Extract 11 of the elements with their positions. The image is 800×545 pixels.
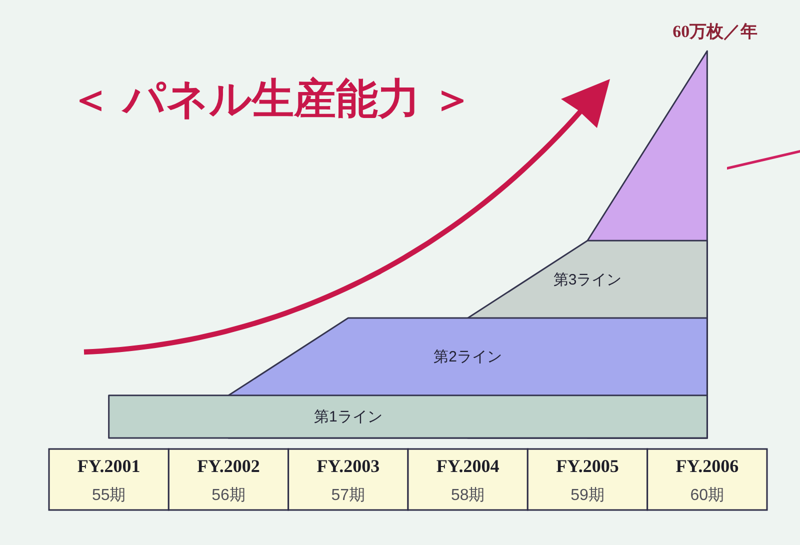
category-label: FY.2002 56期 [197,456,260,504]
text: ＜ パネル生産能力 ＞ [69,75,474,122]
category-label: FY.2001 55期 [77,456,140,504]
series-label: 第2ライン [434,348,502,366]
annotation: 60万枚／年 [672,22,758,41]
category-label: FY.2005 59期 [556,456,619,504]
category-label: FY.2003 57期 [316,456,380,504]
series-label: 第1ライン [314,408,382,426]
category-label: FY.2004 58期 [436,456,500,504]
series-label: 第3ライン [553,271,622,288]
category-label: FY.2006 60期 [676,456,739,504]
